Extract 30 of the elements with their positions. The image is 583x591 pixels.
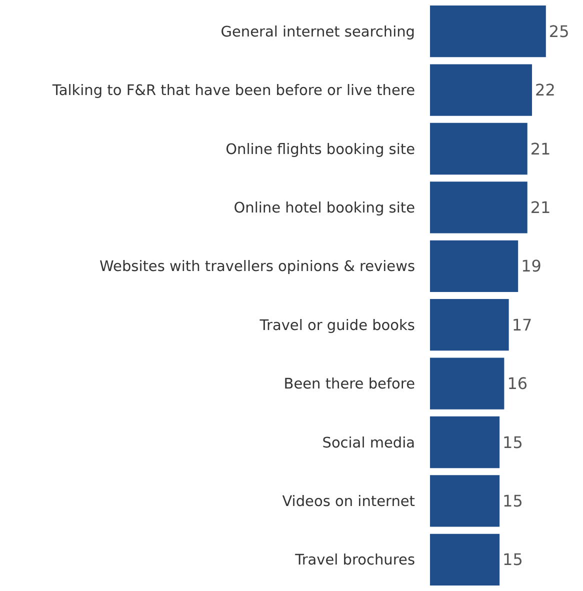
- bar: [430, 240, 518, 292]
- data-label: 15: [502, 491, 523, 510]
- y-tick-label: Online flights booking site: [226, 142, 416, 158]
- data-label: 22: [535, 80, 556, 100]
- bar: [430, 122, 528, 175]
- y-tick-label: Been there before: [284, 376, 416, 393]
- bar: [430, 358, 504, 410]
- data-label: 25: [548, 22, 570, 41]
- bar: [430, 6, 546, 58]
- y-tick-label: General internet searching: [220, 24, 415, 40]
- bar: [430, 64, 532, 116]
- data-label: 21: [530, 139, 551, 158]
- data-label: 15: [502, 432, 523, 452]
- bar: [430, 182, 528, 234]
- y-tick-label: Talking to F&R that have been before or live there: [51, 83, 416, 100]
- data-label: 16: [507, 374, 528, 394]
- y-tick-label: Websites with travellers opinions & reviews: [100, 259, 415, 276]
- y-tick-label: Online hotel booking site: [234, 200, 416, 217]
- bar: [430, 475, 500, 527]
- bar: [430, 416, 500, 468]
- data-label: 19: [521, 256, 542, 276]
- y-tick-label: Social media: [322, 435, 415, 452]
- data-label: 17: [512, 315, 532, 334]
- y-tick-label: Travel or guide books: [258, 318, 415, 334]
- bar: [430, 299, 509, 351]
- bar: [430, 534, 500, 586]
- y-tick-label: Travel brochures: [294, 552, 415, 569]
- y-tick-label: Videos on internet: [282, 494, 416, 510]
- data-label: 21: [530, 198, 551, 217]
- data-label: 15: [502, 550, 523, 570]
